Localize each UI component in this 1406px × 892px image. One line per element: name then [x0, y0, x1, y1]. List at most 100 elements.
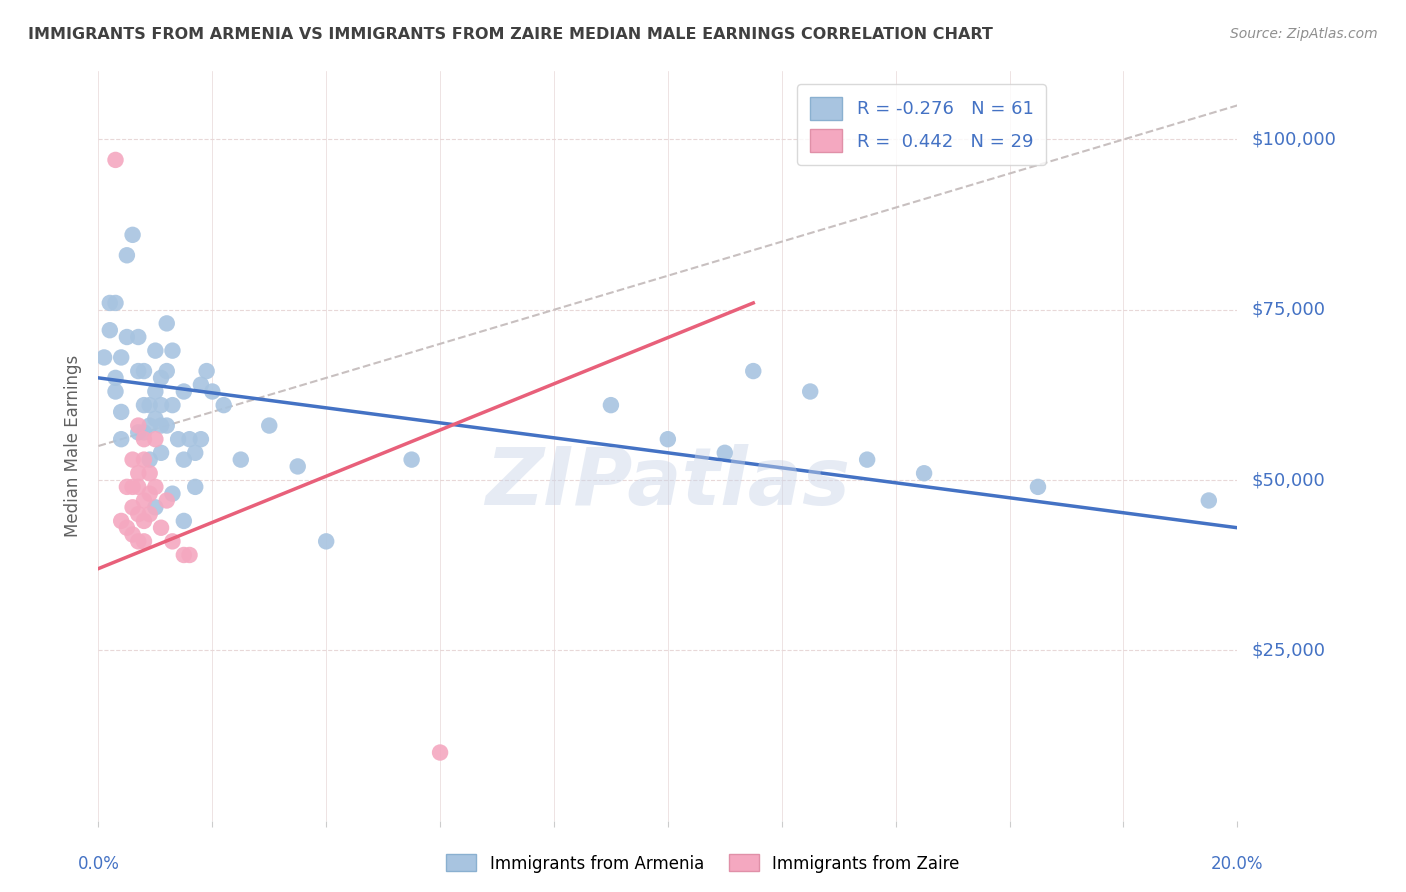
Point: [127, 425, 149, 440]
Point: [110, 405, 132, 419]
Point: [429, 746, 451, 760]
Point: [184, 480, 207, 494]
Point: [121, 500, 143, 515]
Point: [401, 452, 423, 467]
Point: [190, 377, 212, 392]
Point: [179, 432, 201, 446]
Point: [127, 507, 149, 521]
Point: [799, 384, 821, 399]
Point: [179, 548, 201, 562]
Point: [150, 521, 173, 535]
Point: [132, 432, 155, 446]
Point: [138, 398, 160, 412]
Point: [115, 480, 138, 494]
Point: [195, 364, 218, 378]
Point: [173, 514, 195, 528]
Text: $100,000: $100,000: [1251, 130, 1336, 148]
Point: [98, 296, 121, 310]
Point: [173, 384, 195, 399]
Point: [110, 514, 132, 528]
Legend: R = -0.276   N = 61, R =  0.442   N = 29: R = -0.276 N = 61, R = 0.442 N = 29: [797, 84, 1046, 165]
Point: [121, 452, 143, 467]
Point: [742, 364, 765, 378]
Point: [145, 384, 167, 399]
Point: [156, 317, 179, 331]
Point: [110, 351, 132, 365]
Point: [145, 411, 167, 425]
Text: 0.0%: 0.0%: [77, 855, 120, 873]
Point: [1026, 480, 1049, 494]
Point: [156, 418, 179, 433]
Point: [115, 521, 138, 535]
Point: [1198, 493, 1220, 508]
Point: [167, 432, 190, 446]
Point: [127, 418, 149, 433]
Point: [150, 446, 173, 460]
Point: [104, 153, 127, 167]
Point: [132, 514, 155, 528]
Text: 20.0%: 20.0%: [1211, 855, 1264, 873]
Text: $25,000: $25,000: [1251, 641, 1326, 659]
Point: [127, 330, 149, 344]
Point: [162, 343, 184, 358]
Point: [212, 398, 235, 412]
Point: [132, 425, 155, 440]
Point: [121, 227, 143, 242]
Point: [145, 500, 167, 515]
Point: [150, 418, 173, 433]
Point: [912, 467, 935, 481]
Point: [127, 467, 149, 481]
Point: [184, 446, 207, 460]
Point: [150, 371, 173, 385]
Point: [138, 467, 160, 481]
Point: [714, 446, 737, 460]
Point: [162, 486, 184, 500]
Point: [156, 364, 179, 378]
Text: $50,000: $50,000: [1251, 471, 1324, 489]
Point: [173, 548, 195, 562]
Point: [145, 432, 167, 446]
Point: [138, 418, 160, 433]
Point: [138, 452, 160, 467]
Point: [201, 384, 224, 399]
Point: [600, 398, 623, 412]
Point: [287, 459, 309, 474]
Point: [132, 452, 155, 467]
Point: [132, 534, 155, 549]
Point: [150, 398, 173, 412]
Point: [145, 343, 167, 358]
Point: [121, 480, 143, 494]
Text: Source: ZipAtlas.com: Source: ZipAtlas.com: [1230, 27, 1378, 41]
Point: [156, 493, 179, 508]
Point: [127, 534, 149, 549]
Point: [145, 480, 167, 494]
Point: [132, 398, 155, 412]
Point: [259, 418, 281, 433]
Point: [115, 248, 138, 262]
Point: [127, 364, 149, 378]
Text: IMMIGRANTS FROM ARMENIA VS IMMIGRANTS FROM ZAIRE MEDIAN MALE EARNINGS CORRELATIO: IMMIGRANTS FROM ARMENIA VS IMMIGRANTS FR…: [28, 27, 993, 42]
Point: [104, 296, 127, 310]
Point: [115, 330, 138, 344]
Point: [132, 364, 155, 378]
Point: [104, 371, 127, 385]
Point: [104, 384, 127, 399]
Point: [162, 534, 184, 549]
Point: [138, 507, 160, 521]
Text: ZIPatlas: ZIPatlas: [485, 444, 851, 523]
Point: [190, 432, 212, 446]
Point: [229, 452, 252, 467]
Point: [98, 323, 121, 337]
Point: [93, 351, 115, 365]
Point: [657, 432, 679, 446]
Point: [315, 534, 337, 549]
Point: [162, 398, 184, 412]
Point: [173, 452, 195, 467]
Legend: Immigrants from Armenia, Immigrants from Zaire: Immigrants from Armenia, Immigrants from…: [440, 847, 966, 880]
Point: [138, 486, 160, 500]
Point: [110, 432, 132, 446]
Text: $75,000: $75,000: [1251, 301, 1326, 318]
Point: [856, 452, 879, 467]
Point: [127, 480, 149, 494]
Point: [121, 527, 143, 541]
